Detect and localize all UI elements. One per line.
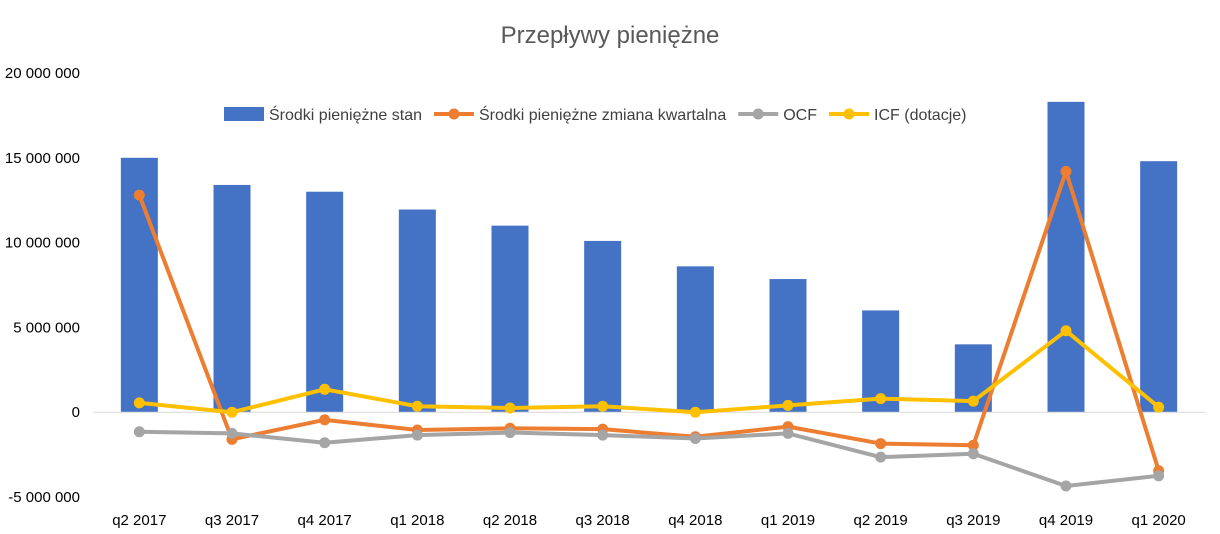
x-tick-label: q1 2018 xyxy=(390,512,444,529)
point-ocf xyxy=(782,427,794,439)
point-ocf xyxy=(319,437,331,449)
bar-srodki-pieniezne-stan xyxy=(769,279,807,413)
point-zmiana-kwartalna xyxy=(1060,165,1072,177)
y-tick-label: 15 000 000 xyxy=(5,150,80,167)
x-tick-label: q3 2018 xyxy=(576,512,630,529)
point-ocf xyxy=(226,427,238,439)
x-tick-label: q4 2018 xyxy=(668,512,722,529)
line-series xyxy=(133,165,1165,492)
legend-marker xyxy=(752,108,764,120)
legend: Środki pieniężne stan Środki pieniężne zm… xyxy=(224,105,966,124)
bar-srodki-pieniezne-stan xyxy=(584,240,622,413)
x-tick-label: q2 2019 xyxy=(854,512,908,529)
line-ocf xyxy=(137,429,1161,488)
legend-item: Środki pieniężne stan xyxy=(224,105,422,124)
legend-marker xyxy=(448,108,460,120)
point-ocf xyxy=(967,448,979,460)
line-zmiana-kwartalna xyxy=(137,169,1161,473)
point-ocf xyxy=(1153,470,1165,482)
legend-swatch xyxy=(224,107,264,121)
point-icf-dotacje xyxy=(319,383,331,395)
y-tick-label: 10 000 000 xyxy=(5,235,80,252)
bar-srodki-pieniezne-stan xyxy=(213,184,251,413)
chart-title: Przepływy pieniężne xyxy=(501,22,720,49)
point-icf-dotacje xyxy=(597,400,609,412)
point-icf-dotacje xyxy=(504,402,516,414)
point-icf-dotacje xyxy=(782,399,794,411)
point-icf-dotacje xyxy=(226,406,238,418)
point-icf-dotacje xyxy=(967,395,979,407)
point-ocf xyxy=(875,451,887,463)
legend-label: ICF (dotacje) xyxy=(874,107,966,124)
legend-label: Środki pieniężne stan xyxy=(269,105,422,124)
y-axis-ticks: -5 000 000 0 5 000 000 10 000 000 15 000 000… xyxy=(5,65,80,506)
x-tick-label: q3 2019 xyxy=(946,512,1000,529)
point-zmiana-kwartalna xyxy=(875,438,887,450)
point-icf-dotacje xyxy=(1060,325,1072,337)
bar-srodki-pieniezne-stan xyxy=(676,266,714,413)
point-icf-dotacje xyxy=(1153,401,1165,413)
y-tick-label: 0 xyxy=(72,404,80,421)
bar-srodki-pieniezne-stan xyxy=(1047,101,1085,413)
x-tick-label: q1 2019 xyxy=(761,512,815,529)
y-tick-label: 5 000 000 xyxy=(13,319,80,336)
x-tick-label: q2 2018 xyxy=(483,512,537,529)
point-ocf xyxy=(689,432,701,444)
point-ocf xyxy=(597,429,609,441)
x-tick-label: q2 2017 xyxy=(112,512,166,529)
x-tick-label: q4 2017 xyxy=(298,512,352,529)
y-tick-label: -5 000 000 xyxy=(8,489,80,506)
bar-srodki-pieniezne-stan xyxy=(306,191,344,413)
bar-series xyxy=(120,101,1178,413)
y-tick-label: 20 000 000 xyxy=(5,65,80,82)
point-icf-dotacje xyxy=(689,406,701,418)
legend-marker xyxy=(843,108,855,120)
x-tick-label: q4 2019 xyxy=(1039,512,1093,529)
point-icf-dotacje xyxy=(133,397,145,409)
point-ocf xyxy=(133,426,145,438)
legend-item: Środki pieniężne zmiana kwartalna xyxy=(433,105,726,124)
x-tick-label: q1 2020 xyxy=(1132,512,1186,529)
legend-item: OCF xyxy=(738,107,817,124)
point-icf-dotacje xyxy=(875,393,887,405)
bar-srodki-pieniezne-stan xyxy=(1140,161,1178,413)
point-zmiana-kwartalna xyxy=(967,439,979,451)
bar-srodki-pieniezne-stan xyxy=(398,209,436,413)
x-axis-ticks: q2 2017 q3 2017 q4 2017 q1 2018 q2 2018 q3 20… xyxy=(112,512,1186,529)
point-zmiana-kwartalna xyxy=(133,189,145,201)
legend-label: OCF xyxy=(783,107,817,124)
point-ocf xyxy=(1060,480,1072,492)
x-tick-label: q3 2017 xyxy=(205,512,259,529)
point-ocf xyxy=(411,429,423,441)
bar-srodki-pieniezne-stan xyxy=(491,225,529,413)
line-icf-dotacje xyxy=(137,328,1161,415)
point-icf-dotacje xyxy=(411,400,423,412)
point-zmiana-kwartalna xyxy=(319,414,331,426)
point-ocf xyxy=(504,427,516,439)
legend-item: ICF (dotacje) xyxy=(829,107,966,124)
legend-label: Środki pieniężne zmiana kwartalna xyxy=(479,105,726,124)
